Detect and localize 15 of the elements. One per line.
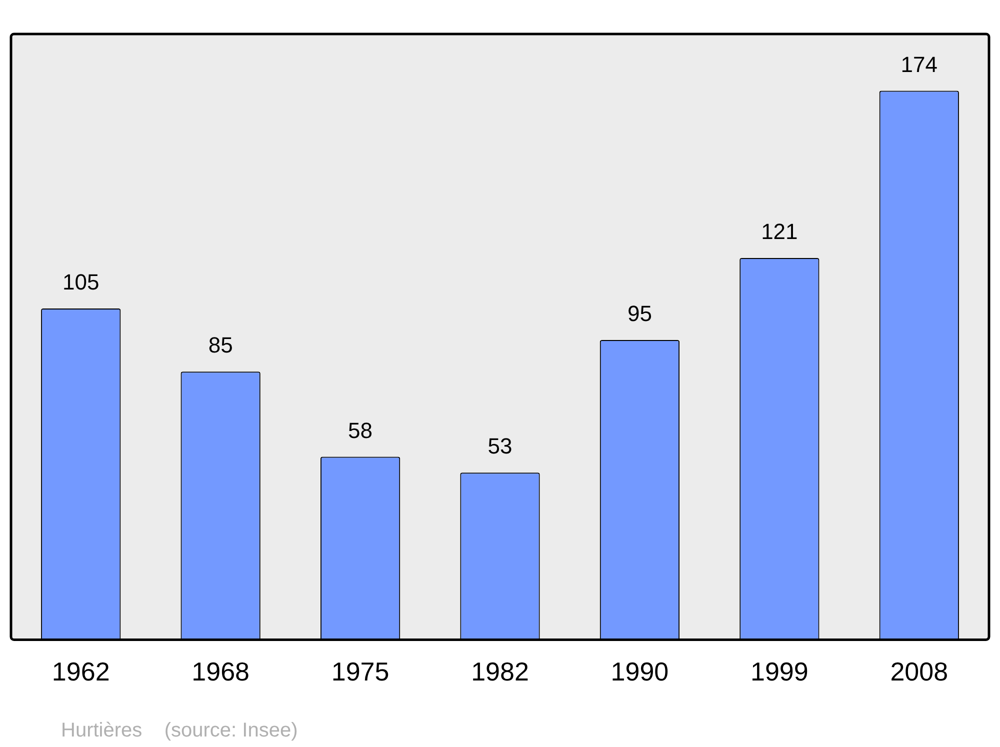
data-label: 85 bbox=[208, 332, 233, 358]
text: Hurtières (source: Insee) bbox=[61, 720, 298, 742]
x-tick-label: 1990 bbox=[610, 656, 669, 687]
data-label: 174 bbox=[900, 52, 938, 77]
data-label: 121 bbox=[761, 219, 798, 244]
x-tick-label: 1999 bbox=[750, 656, 808, 687]
x-tick-label: 1975 bbox=[331, 656, 390, 687]
data-label: 58 bbox=[348, 418, 373, 443]
data-label: 53 bbox=[488, 434, 512, 459]
data-label: 105 bbox=[62, 270, 100, 295]
x-tick-label: 1982 bbox=[471, 656, 529, 687]
x-tick-label: 1962 bbox=[52, 656, 110, 687]
x-tick-label: 1968 bbox=[192, 656, 250, 687]
x-tick-label: 2008 bbox=[890, 656, 948, 687]
data-label: 95 bbox=[627, 301, 652, 326]
